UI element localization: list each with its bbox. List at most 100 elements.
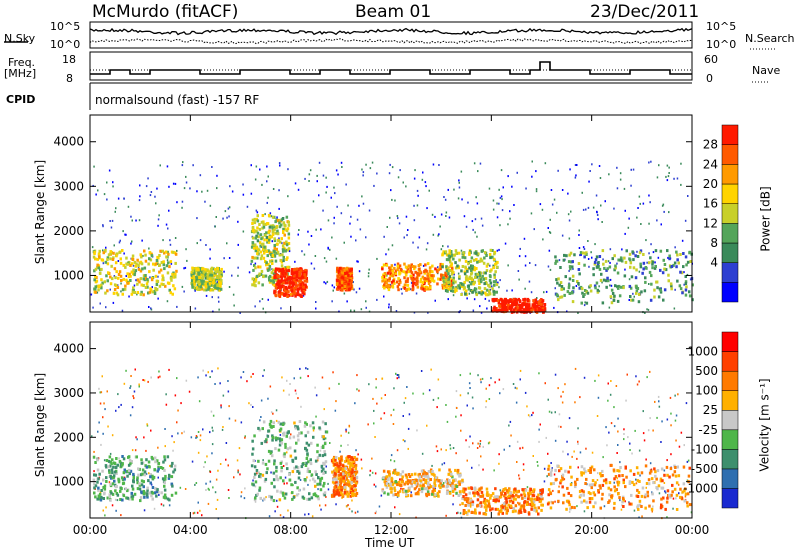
heatmap-cell — [448, 280, 451, 284]
heatmap-cell — [531, 414, 533, 417]
heatmap-cell — [320, 508, 322, 511]
heatmap-cell — [437, 494, 440, 498]
heatmap-cell — [360, 458, 363, 461]
heatmap-cell — [475, 291, 478, 295]
heatmap-cell — [436, 491, 440, 495]
heatmap-cell — [310, 235, 313, 237]
heatmap-cell — [131, 487, 135, 491]
heatmap-cell — [168, 185, 170, 188]
heatmap-cell — [255, 209, 258, 212]
heatmap-cell — [565, 254, 568, 258]
heatmap-cell — [145, 449, 147, 452]
heatmap-cell — [516, 171, 518, 174]
heatmap-cell — [325, 282, 327, 285]
heatmap-cell — [157, 376, 160, 379]
y-tick-label: 3000 — [53, 179, 84, 193]
heatmap-cell — [307, 375, 309, 378]
heatmap-cell — [317, 497, 320, 501]
heatmap-cell — [413, 219, 416, 222]
heatmap-cell — [479, 162, 482, 165]
heatmap-cell — [479, 277, 483, 281]
heatmap-cell — [223, 270, 225, 273]
heatmap-cell — [222, 394, 225, 397]
heatmap-cell — [684, 219, 687, 222]
heatmap-cell — [339, 266, 342, 270]
heatmap-cell — [325, 465, 327, 468]
heatmap-cell — [648, 161, 650, 164]
heatmap-cell — [123, 382, 126, 385]
colorbar-swatch — [721, 164, 739, 185]
heatmap-cell — [248, 271, 251, 274]
heatmap-cell — [271, 436, 275, 439]
heatmap-cell — [269, 279, 273, 283]
heatmap-cell — [445, 284, 449, 288]
heatmap-cell — [558, 283, 561, 287]
heatmap-cell — [463, 280, 466, 284]
heatmap-cell — [96, 265, 99, 269]
heatmap-cell — [169, 276, 173, 280]
heatmap-cell — [609, 393, 612, 396]
heatmap-cell — [347, 492, 350, 496]
heatmap-cell — [353, 288, 355, 291]
heatmap-cell — [176, 377, 178, 380]
heatmap-cell — [124, 284, 127, 288]
heatmap-cell — [619, 499, 621, 502]
heatmap-cell — [297, 188, 300, 191]
heatmap-cell — [628, 284, 632, 288]
heatmap-cell — [288, 250, 291, 253]
heatmap-cell — [534, 305, 537, 309]
heatmap-cell — [184, 266, 187, 269]
heatmap-cell — [284, 281, 287, 285]
heatmap-cell — [534, 298, 538, 302]
heatmap-cell — [397, 493, 400, 497]
heatmap-cell — [119, 489, 122, 493]
heatmap-cell — [347, 204, 349, 207]
heatmap-cell — [475, 293, 478, 297]
heatmap-cell — [673, 177, 675, 180]
heatmap-cell — [605, 268, 608, 272]
heatmap-cell — [227, 207, 230, 210]
heatmap-cell — [279, 164, 281, 167]
heatmap-cell — [225, 442, 228, 444]
heatmap-cell — [273, 485, 276, 489]
heatmap-cell — [354, 488, 357, 492]
heatmap-cell — [258, 486, 262, 490]
heatmap-cell — [349, 275, 352, 279]
heatmap-cell — [436, 406, 438, 409]
heatmap-cell — [685, 402, 688, 405]
heatmap-cell — [267, 196, 269, 199]
heatmap-cell — [308, 173, 311, 176]
heatmap-cell — [220, 267, 223, 271]
heatmap-cell — [140, 461, 144, 465]
heatmap-cell — [105, 246, 107, 249]
heatmap-cell — [272, 478, 276, 482]
heatmap-cell — [636, 250, 638, 253]
heatmap-cell — [462, 481, 465, 483]
heatmap-cell — [299, 294, 303, 298]
heatmap-cell — [507, 299, 510, 303]
heatmap-cell — [275, 419, 278, 422]
heatmap-cell — [460, 269, 463, 273]
heatmap-cell — [298, 488, 301, 492]
heatmap-cell — [342, 281, 346, 285]
heatmap-cell — [492, 280, 496, 284]
heatmap-cell — [284, 492, 286, 495]
colorbar-swatch — [721, 183, 739, 204]
heatmap-cell — [583, 376, 586, 379]
heatmap-cell — [387, 248, 390, 251]
heatmap-cell — [316, 456, 320, 460]
heatmap-cell — [577, 312, 579, 314]
heatmap-cell — [296, 434, 300, 438]
heatmap-cell — [296, 289, 300, 293]
heatmap-cell — [651, 510, 653, 513]
heatmap-cell — [105, 506, 107, 509]
heatmap-cell — [263, 369, 265, 372]
heatmap-cell — [355, 291, 358, 294]
heatmap-cell — [291, 281, 295, 285]
heatmap-cell — [583, 248, 586, 250]
heatmap-cell — [433, 484, 437, 487]
heatmap-cell — [348, 470, 351, 474]
heatmap-cell — [142, 379, 144, 381]
heatmap-cell — [488, 292, 492, 296]
heatmap-cell — [506, 490, 510, 494]
